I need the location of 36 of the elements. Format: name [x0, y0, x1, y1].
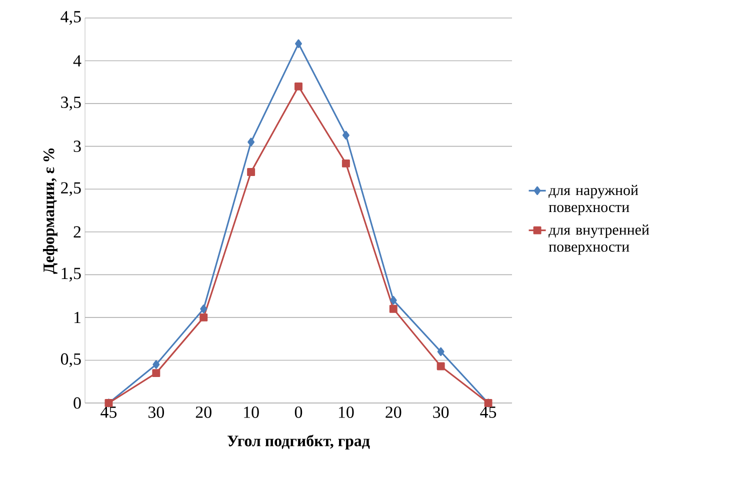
- x-tick-label: 10: [338, 406, 354, 418]
- y-tick-label: 0,5: [60, 353, 81, 368]
- x-tick-label: 45: [100, 406, 117, 418]
- y-tick-label: 2,5: [61, 182, 81, 196]
- point: [390, 296, 397, 305]
- x-tick-label: 10: [244, 406, 259, 418]
- y-tick-label: 1: [74, 312, 80, 324]
- point: [342, 130, 350, 140]
- y-tick-label: 1,5: [62, 268, 81, 282]
- point: [342, 159, 350, 168]
- x-tick-label: 20: [386, 406, 402, 418]
- x-axis-title: Угол подгибкт, град: [227, 434, 370, 450]
- y-tick-label: 4: [73, 55, 82, 66]
- point: [436, 362, 445, 370]
- y-tick-label: 4,5: [60, 11, 81, 25]
- x-tick-label: 0: [294, 406, 302, 418]
- point: [389, 304, 398, 313]
- point: [247, 168, 256, 176]
- point: [248, 138, 255, 146]
- y-tick-label: 0: [74, 397, 81, 409]
- point: [294, 82, 302, 90]
- point: [200, 304, 208, 314]
- legend-label: для внутренней поверхности: [548, 224, 650, 255]
- x-tick-label: 45: [480, 406, 496, 418]
- point: [152, 360, 160, 369]
- point: [152, 369, 160, 378]
- x-tick-label: 20: [196, 406, 212, 418]
- x-tick-label: 30: [433, 406, 449, 418]
- point: [295, 39, 302, 48]
- point: [437, 347, 444, 356]
- y-tick-label: 2: [74, 226, 81, 238]
- y-tick-label: 3,5: [61, 96, 81, 110]
- y-axis-title: Деформации, ε %: [42, 148, 58, 274]
- point: [200, 313, 208, 322]
- x-tick-label: 30: [148, 406, 164, 418]
- y-tick-label: 3: [74, 140, 81, 152]
